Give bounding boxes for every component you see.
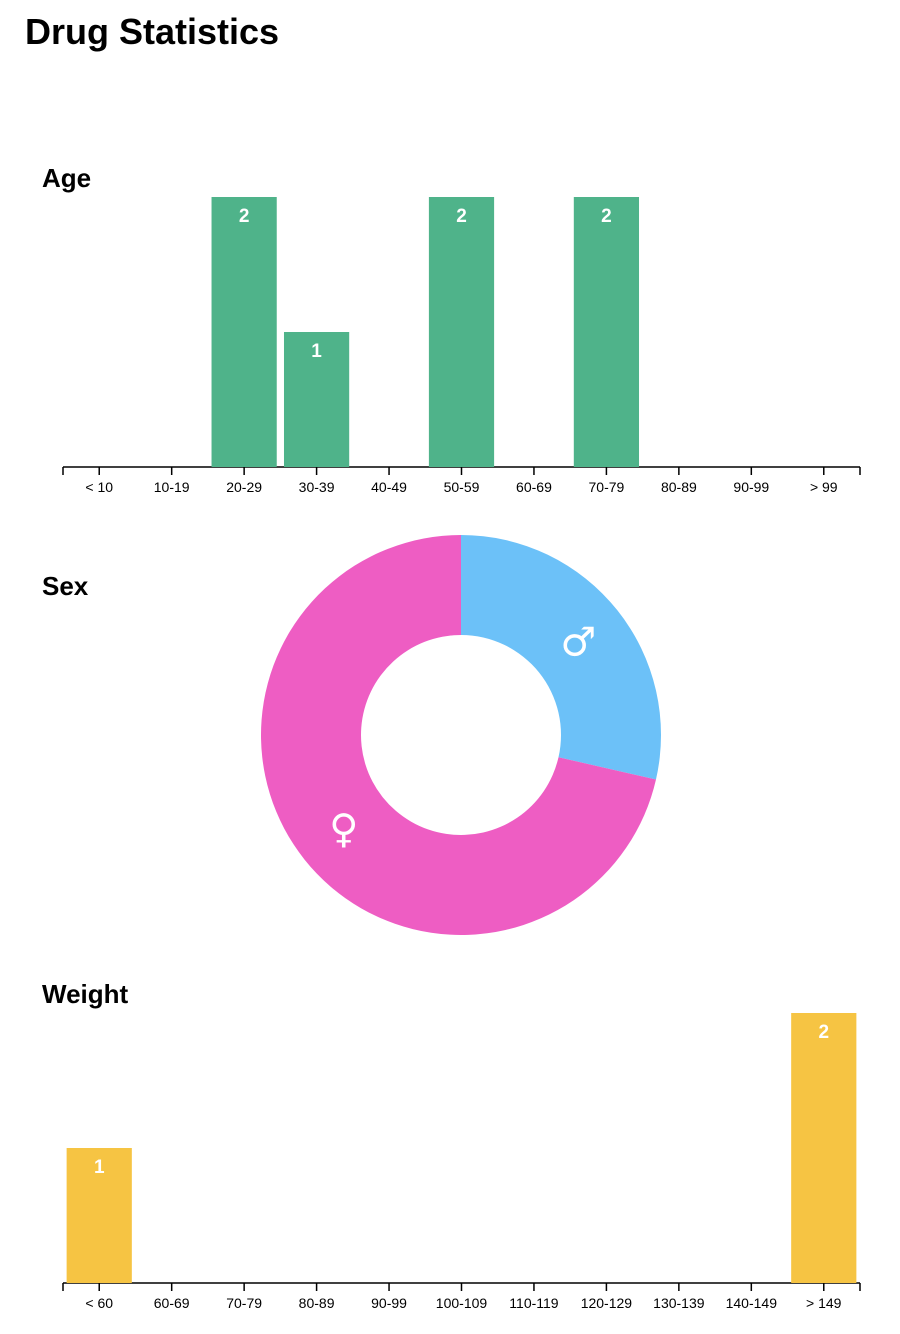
age-bar-chart: < 10 10-19 20-29 30-39 40-49 50-59 60-69 70-79 8… xyxy=(62,197,861,495)
weight-bar-value-label: 2 xyxy=(818,1022,829,1043)
weight-bar-chart: < 60 60-69 70-79 80-89 90-99 100-109 110-119 12… xyxy=(62,1013,861,1311)
weight-x-tick-label: 80-89 xyxy=(299,1295,335,1311)
sex-section-title: Sex xyxy=(42,571,89,601)
page-title: Drug Statistics xyxy=(25,11,280,52)
weight-x-tick-label: 90-99 xyxy=(371,1295,407,1311)
age-x-tick-label: 40-49 xyxy=(371,479,407,495)
weight-x-tick-label: 130-139 xyxy=(653,1295,705,1311)
age-bar-value-label: 1 xyxy=(311,341,322,362)
weight-bar xyxy=(66,1148,132,1283)
age-x-tick-label: 60-69 xyxy=(516,479,552,495)
age-x-tick-label: < 10 xyxy=(85,479,113,495)
age-bar xyxy=(283,332,350,467)
age-x-tick-label: 10-19 xyxy=(154,479,190,495)
sex-slice-symbol: ♀ xyxy=(329,807,358,853)
weight-x-tick-label: 110-119 xyxy=(509,1295,559,1311)
age-bar xyxy=(573,197,640,467)
age-x-tick-label: 90-99 xyxy=(733,479,769,495)
age-x-tick-label: 70-79 xyxy=(589,479,625,495)
weight-bar-value-label: 1 xyxy=(94,1157,105,1178)
age-bar-value-label: 2 xyxy=(239,206,250,227)
sex-slice xyxy=(261,535,656,935)
age-x-axis: < 10 10-19 20-29 30-39 40-49 50-59 60-69 70-79 8… xyxy=(62,466,861,495)
weight-x-tick-label: > 149 xyxy=(806,1295,842,1311)
age-bar-value-label: 2 xyxy=(601,206,612,227)
age-section-title: Age xyxy=(42,163,92,193)
sex-slice xyxy=(461,535,662,780)
age-x-tick-label: > 99 xyxy=(810,479,838,495)
age-x-tick-label: 50-59 xyxy=(444,479,480,495)
age-bar xyxy=(211,197,277,467)
weight-section-title: Weight xyxy=(42,979,129,1009)
age-bar-value-label: 2 xyxy=(456,206,467,227)
weight-x-axis: < 60 60-69 70-79 80-89 90-99 100-109 110-119 12… xyxy=(62,1282,861,1311)
weight-x-tick-label: 100-109 xyxy=(436,1295,488,1311)
sex-donut-chart: ♂♀ xyxy=(261,535,662,935)
weight-x-tick-label: 70-79 xyxy=(226,1295,262,1311)
age-x-tick-label: 20-29 xyxy=(226,479,262,495)
weight-x-tick-label: 60-69 xyxy=(154,1295,190,1311)
weight-bar xyxy=(791,1013,857,1283)
sex-slice-symbol: ♂ xyxy=(560,619,596,665)
age-bar xyxy=(428,197,495,467)
weight-x-tick-label: 140-149 xyxy=(726,1295,778,1311)
weight-x-tick-label: 120-129 xyxy=(581,1295,633,1311)
weight-x-tick-label: < 60 xyxy=(85,1295,113,1311)
age-x-tick-label: 30-39 xyxy=(299,479,335,495)
age-x-tick-label: 80-89 xyxy=(661,479,697,495)
